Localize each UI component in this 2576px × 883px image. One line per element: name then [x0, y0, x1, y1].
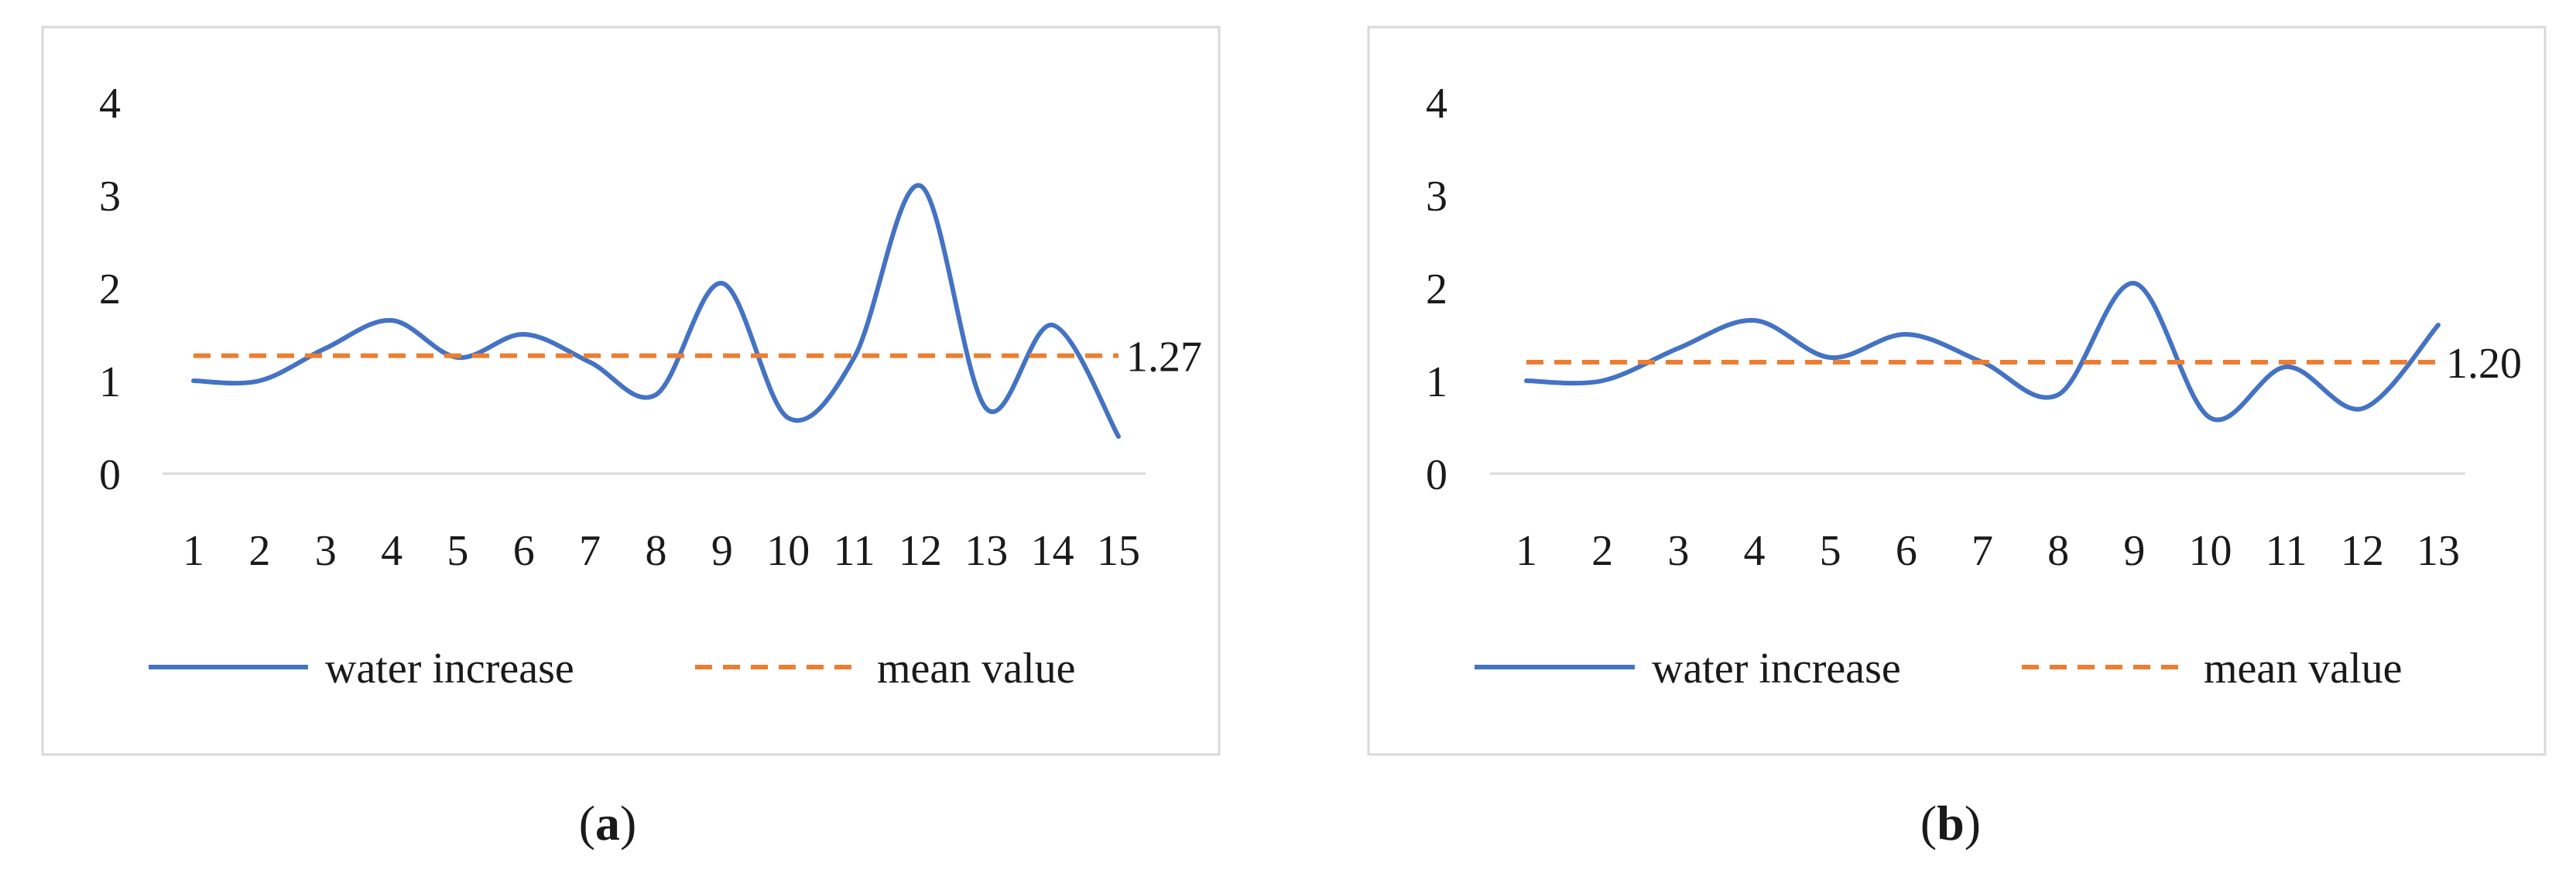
- x-tick-label: 11: [834, 527, 875, 575]
- x-tick-label: 5: [1820, 527, 1841, 575]
- x-tick-label: 12: [2341, 527, 2384, 575]
- x-tick-label: 14: [1031, 527, 1074, 575]
- mean-value-label: 1.20: [2446, 340, 2522, 388]
- x-tick-label: 2: [1591, 527, 1613, 575]
- y-tick-label: 4: [1426, 80, 1447, 128]
- y-tick-label: 0: [99, 451, 121, 499]
- x-tick-label: 3: [1667, 527, 1689, 575]
- x-tick-label: 7: [579, 527, 601, 575]
- y-tick-label: 3: [1426, 173, 1447, 221]
- y-tick-label: 1: [99, 358, 121, 406]
- legend-label-mean-value: mean value: [2204, 645, 2403, 693]
- chart-frame: [1367, 26, 2547, 756]
- x-tick-label: 4: [381, 527, 402, 575]
- x-tick-label: 1: [1516, 527, 1537, 575]
- y-tick-label: 4: [99, 80, 121, 128]
- series-water-increase-line: [1524, 281, 2441, 423]
- x-tick-label: 5: [447, 527, 468, 575]
- x-tick-label: 13: [964, 527, 1008, 575]
- chart-frame: [41, 26, 1221, 756]
- x-tick-label: 7: [1971, 527, 1993, 575]
- legend-label-water-increase: water increase: [325, 645, 574, 693]
- y-tick-label: 2: [99, 265, 121, 313]
- y-tick-label: 3: [99, 173, 121, 221]
- x-tick-label: 8: [2047, 527, 2069, 575]
- x-tick-label: 10: [766, 527, 810, 575]
- x-tick-label: 9: [711, 527, 733, 575]
- y-tick-label: 2: [1426, 265, 1447, 313]
- panel-caption: (b): [1920, 796, 1981, 850]
- x-tick-label: 8: [646, 527, 667, 575]
- x-tick-label: 4: [1744, 527, 1766, 575]
- legend-label-water-increase: water increase: [1652, 645, 1901, 693]
- y-tick-label: 0: [1426, 451, 1447, 499]
- x-tick-label: 6: [1896, 527, 1917, 575]
- x-tick-label: 10: [2189, 527, 2232, 575]
- mean-value-label: 1.27: [1126, 334, 1202, 382]
- x-tick-label: 13: [2417, 527, 2460, 575]
- series-water-increase-line: [191, 183, 1121, 439]
- x-tick-label: 11: [2266, 527, 2307, 575]
- x-tick-label: 2: [248, 527, 270, 575]
- x-tick-label: 12: [899, 527, 942, 575]
- x-tick-label: 15: [1097, 527, 1140, 575]
- y-tick-label: 1: [1426, 358, 1447, 406]
- x-tick-label: 3: [315, 527, 337, 575]
- x-tick-label: 1: [183, 527, 204, 575]
- x-tick-label: 6: [513, 527, 535, 575]
- legend-label-mean-value: mean value: [877, 645, 1076, 693]
- panel-caption: (a): [579, 796, 637, 850]
- x-tick-label: 9: [2123, 527, 2145, 575]
